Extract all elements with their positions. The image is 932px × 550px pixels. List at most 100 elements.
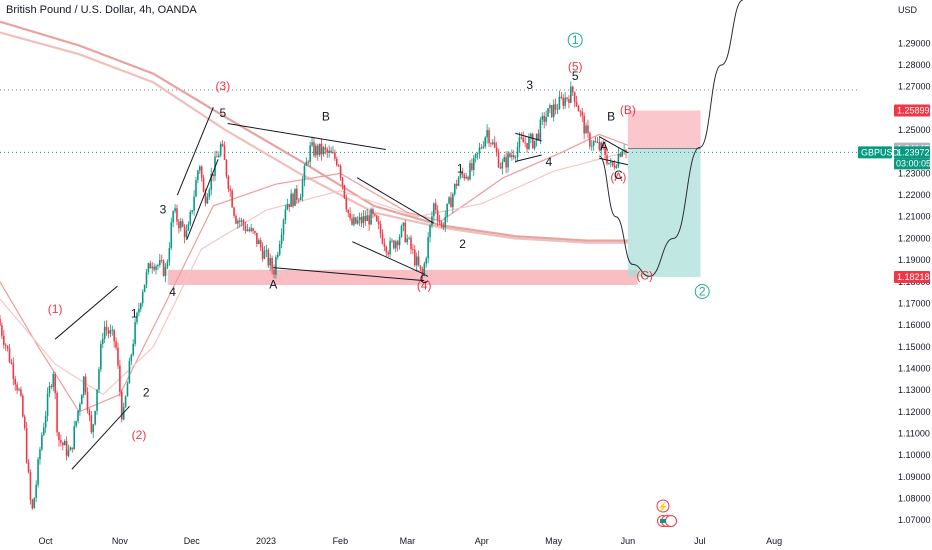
candle-body <box>436 210 439 221</box>
forecast-curve[interactable] <box>598 0 744 277</box>
trend-line[interactable] <box>515 154 542 162</box>
wave-label: B <box>322 109 330 123</box>
toolbar-icons-layer[interactable]: ⚡ <box>656 499 677 527</box>
countdown-box <box>894 158 930 170</box>
candle-body <box>160 260 163 261</box>
wave-label: 2 <box>459 237 466 251</box>
candle-body <box>412 249 414 250</box>
time-tick-label: Mar <box>400 536 416 546</box>
position-target-zone <box>627 148 701 277</box>
candle-body <box>341 177 344 186</box>
wave-label: (C) <box>636 269 653 283</box>
candle-body <box>530 133 532 138</box>
candle-body <box>71 447 74 450</box>
candle-body <box>0 318 1 326</box>
trend-line[interactable] <box>598 136 629 154</box>
candle-body <box>240 220 243 222</box>
candle-body <box>488 130 490 144</box>
candle-body <box>315 145 317 156</box>
candle-body <box>4 344 7 346</box>
trend-line[interactable] <box>186 159 219 240</box>
candle-body <box>275 257 277 275</box>
price-axis[interactable]: USD 1.07000 1.08000 1.09000 1.10000 1.11000 1.… <box>858 0 932 550</box>
candle-body <box>568 98 570 103</box>
candle-body <box>301 180 304 197</box>
trend-line[interactable] <box>227 123 386 151</box>
candle-body <box>461 172 464 175</box>
trend-line[interactable] <box>352 241 425 275</box>
trend-line[interactable] <box>515 132 542 142</box>
trend-line[interactable] <box>71 406 130 470</box>
candle-body <box>318 143 321 155</box>
candle-body <box>448 197 450 204</box>
candle-body <box>421 268 424 276</box>
trend-line[interactable] <box>356 177 435 224</box>
time-tick-label: Nov <box>112 536 129 546</box>
candle-body <box>499 167 502 169</box>
candle-body <box>362 216 365 224</box>
candle-body <box>402 222 405 226</box>
trend-line[interactable] <box>273 267 425 282</box>
candle-body <box>558 96 561 110</box>
trend-line[interactable] <box>599 157 629 166</box>
candle-body <box>151 266 154 269</box>
candle-body <box>233 207 235 216</box>
candle-body <box>223 146 226 160</box>
price-tick-label: 1.22000 <box>898 190 931 200</box>
candle-body <box>486 130 488 138</box>
candle-body <box>427 237 429 259</box>
candle-body <box>132 343 134 355</box>
candle-body <box>227 176 230 189</box>
candle-body <box>587 125 589 134</box>
candle-body <box>115 341 117 348</box>
candle-body <box>197 170 199 181</box>
candle-body <box>278 243 281 255</box>
candle-body <box>400 225 403 237</box>
candle-body <box>143 284 146 292</box>
candle-body <box>191 210 193 212</box>
candle-body <box>216 156 218 158</box>
candle-body <box>425 258 428 264</box>
candle-body <box>246 229 249 231</box>
wave-label: (4) <box>417 278 432 292</box>
candle-body <box>134 322 136 344</box>
wave-label: B <box>607 109 615 123</box>
candle-body <box>503 157 506 162</box>
time-tick-label: May <box>545 536 563 546</box>
candle-body <box>273 269 275 275</box>
trend-line[interactable] <box>54 285 118 340</box>
time-axis[interactable]: Oct Nov Dec 2023 Feb Mar Apr May Jun Jul Aug <box>0 531 932 550</box>
candle-body <box>296 188 298 200</box>
candle-body <box>200 166 203 178</box>
candle-body <box>294 188 296 207</box>
candle-body <box>170 222 173 249</box>
candle-body <box>545 116 547 122</box>
candle-body <box>126 383 129 397</box>
candle-body <box>229 188 232 191</box>
price-label-text: 1.18218 <box>897 272 930 282</box>
candle-body <box>528 137 530 149</box>
candle-body <box>141 291 144 304</box>
candle-body <box>41 434 43 450</box>
candle-body <box>444 216 447 228</box>
candle-body <box>113 329 115 342</box>
alert-bubbles-icon[interactable] <box>665 515 677 527</box>
candle-body <box>577 105 580 112</box>
lightning-icon[interactable] <box>656 499 670 513</box>
candle-body <box>221 143 224 147</box>
candle-body <box>556 109 559 110</box>
candle-body <box>328 150 330 153</box>
candle-body <box>526 143 528 149</box>
candle-body <box>613 165 616 168</box>
candle-body <box>472 157 475 170</box>
candle-body <box>166 261 169 268</box>
candle-body <box>404 222 407 243</box>
trend-line[interactable] <box>176 107 214 196</box>
candle-body <box>81 395 83 405</box>
candle-body <box>471 163 473 170</box>
candle-body <box>86 392 89 411</box>
candle-body <box>174 208 176 212</box>
candle-body <box>324 147 327 150</box>
symbol-tag-text: GBPUSD <box>861 147 900 157</box>
